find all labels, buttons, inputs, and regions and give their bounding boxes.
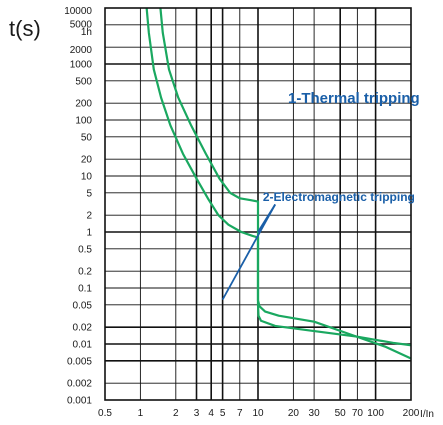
curve-2 [159, 7, 412, 360]
y-tick-label: 10000 [64, 6, 92, 17]
y-tick-label: 0.02 [73, 323, 93, 334]
y-tick-label: 100 [75, 116, 92, 127]
plot-frame [104, 7, 412, 401]
y-tick-label: 0.001 [67, 396, 92, 407]
y-tick-label: 20 [81, 155, 93, 166]
x-tick-label: 0.5 [98, 408, 112, 419]
y-tick-label: 0.5 [78, 244, 92, 255]
y-axis-label: t(s) [9, 16, 41, 41]
x-tick-label: 20 [288, 408, 300, 419]
y-tick-label: 0.002 [67, 379, 92, 390]
y-tick-label: 0.1 [78, 284, 92, 295]
curves [145, 7, 412, 360]
y-tick-label: 2000 [70, 45, 93, 56]
annotation-label: 1-Thermal tripping [288, 90, 420, 107]
y-tick-label: 0.005 [67, 356, 92, 367]
y-tick-label: 10 [81, 172, 93, 183]
y-tick-label: 1000 [70, 60, 93, 71]
x-tick-labels: 0.5 1 2 3 4 5 7 10 20 30 50 70 100 200 [98, 408, 420, 419]
y-tick-label: 500 [75, 76, 92, 87]
annotations: 1-Thermal tripping 2-Electromagnetic trip… [263, 90, 420, 204]
annotation-label: 2-Electromagnetic tripping [263, 190, 415, 204]
x-tick-label: 10 [252, 408, 264, 419]
y-tick-label: 5000 [70, 19, 93, 30]
x-tick-label: 50 [335, 408, 347, 419]
annotation-pointer [221, 204, 276, 301]
y-tick-label: 2 [86, 211, 92, 222]
x-tick-label: 2 [173, 408, 179, 419]
x-tick-label: 5 [220, 408, 226, 419]
x-tick-label: 1 [138, 408, 144, 419]
curve-1 [145, 7, 412, 347]
x-tick-label: 3 [194, 408, 200, 419]
y-tick-label: 200 [75, 99, 92, 110]
y-tick-label: 0.01 [73, 340, 93, 351]
x-tick-label: 100 [367, 408, 384, 419]
y-tick-label: 1h [81, 27, 92, 38]
x-tick-label: 70 [352, 408, 364, 419]
x-axis-label: I/In [420, 409, 434, 420]
y-tick-label: 0.2 [78, 267, 92, 278]
x-tick-label: 4 [208, 408, 214, 419]
annotation-pointers [221, 204, 276, 301]
x-tick-label: 7 [237, 408, 243, 419]
y-tick-label: 0.05 [73, 300, 93, 311]
x-tick-label: 200 [403, 408, 420, 419]
y-tick-label: 5 [86, 188, 92, 199]
y-tick-label: 1 [86, 228, 92, 239]
y-tick-label: 50 [81, 132, 93, 143]
x-tick-label: 30 [309, 408, 321, 419]
